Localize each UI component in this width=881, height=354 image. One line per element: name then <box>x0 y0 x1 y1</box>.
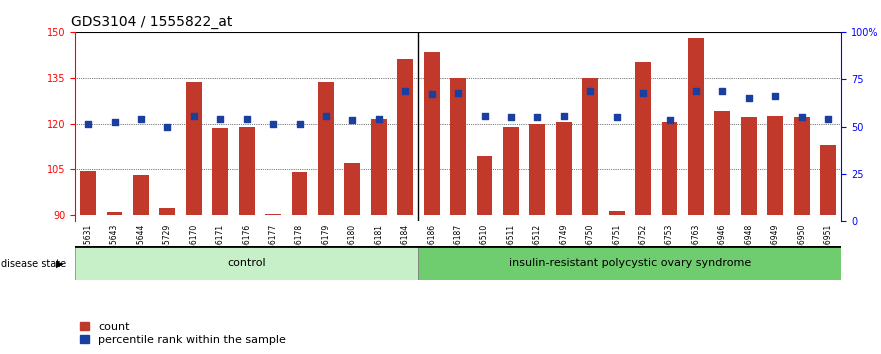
Point <box>398 88 412 94</box>
Point <box>795 115 809 120</box>
Point <box>160 124 174 130</box>
Point <box>610 115 624 120</box>
Point <box>663 118 677 123</box>
Point <box>636 90 650 96</box>
Legend: count, percentile rank within the sample: count, percentile rank within the sample <box>80 321 286 345</box>
Bar <box>371 119 387 215</box>
Bar <box>450 78 466 215</box>
Text: ▶: ▶ <box>56 259 63 269</box>
Bar <box>186 82 202 215</box>
Point <box>557 113 571 119</box>
Bar <box>344 163 360 215</box>
Bar <box>741 118 757 215</box>
Point <box>689 88 703 94</box>
Text: GDS3104 / 1555822_at: GDS3104 / 1555822_at <box>71 16 233 29</box>
Bar <box>794 118 810 215</box>
Bar <box>159 207 175 215</box>
Bar <box>820 145 836 215</box>
Bar <box>424 52 440 215</box>
Bar <box>503 127 519 215</box>
Bar <box>688 38 704 215</box>
Point <box>372 116 386 122</box>
Bar <box>635 62 651 215</box>
Point <box>292 121 307 126</box>
Bar <box>80 171 96 215</box>
Text: control: control <box>227 258 266 268</box>
Point <box>530 115 544 120</box>
Point <box>134 116 148 122</box>
Point <box>345 118 359 123</box>
Bar <box>714 111 730 215</box>
Bar <box>133 176 149 215</box>
Bar <box>609 211 625 215</box>
Point <box>478 113 492 119</box>
Point <box>742 95 756 101</box>
Bar <box>477 155 492 215</box>
Point <box>821 116 835 122</box>
Point <box>425 92 439 97</box>
Point <box>319 113 333 119</box>
Bar <box>397 59 413 215</box>
Bar <box>767 116 783 215</box>
Point <box>715 88 729 94</box>
Bar <box>582 78 598 215</box>
Bar <box>529 124 545 215</box>
Bar <box>292 172 307 215</box>
Text: disease state: disease state <box>1 259 66 269</box>
Bar <box>265 213 281 215</box>
Text: insulin-resistant polycystic ovary syndrome: insulin-resistant polycystic ovary syndr… <box>509 258 751 268</box>
Point <box>187 113 201 119</box>
Bar <box>662 122 677 215</box>
Bar <box>212 128 228 215</box>
Point <box>504 115 518 120</box>
Point <box>240 116 254 122</box>
Bar <box>556 122 572 215</box>
Bar <box>418 246 841 280</box>
Bar <box>75 246 418 280</box>
Point <box>107 119 122 125</box>
Bar <box>318 82 334 215</box>
Bar <box>107 212 122 215</box>
Point <box>213 116 227 122</box>
Point <box>451 90 465 96</box>
Point <box>266 121 280 126</box>
Point <box>583 88 597 94</box>
Bar <box>239 127 255 215</box>
Point <box>81 121 95 126</box>
Point <box>768 93 782 99</box>
